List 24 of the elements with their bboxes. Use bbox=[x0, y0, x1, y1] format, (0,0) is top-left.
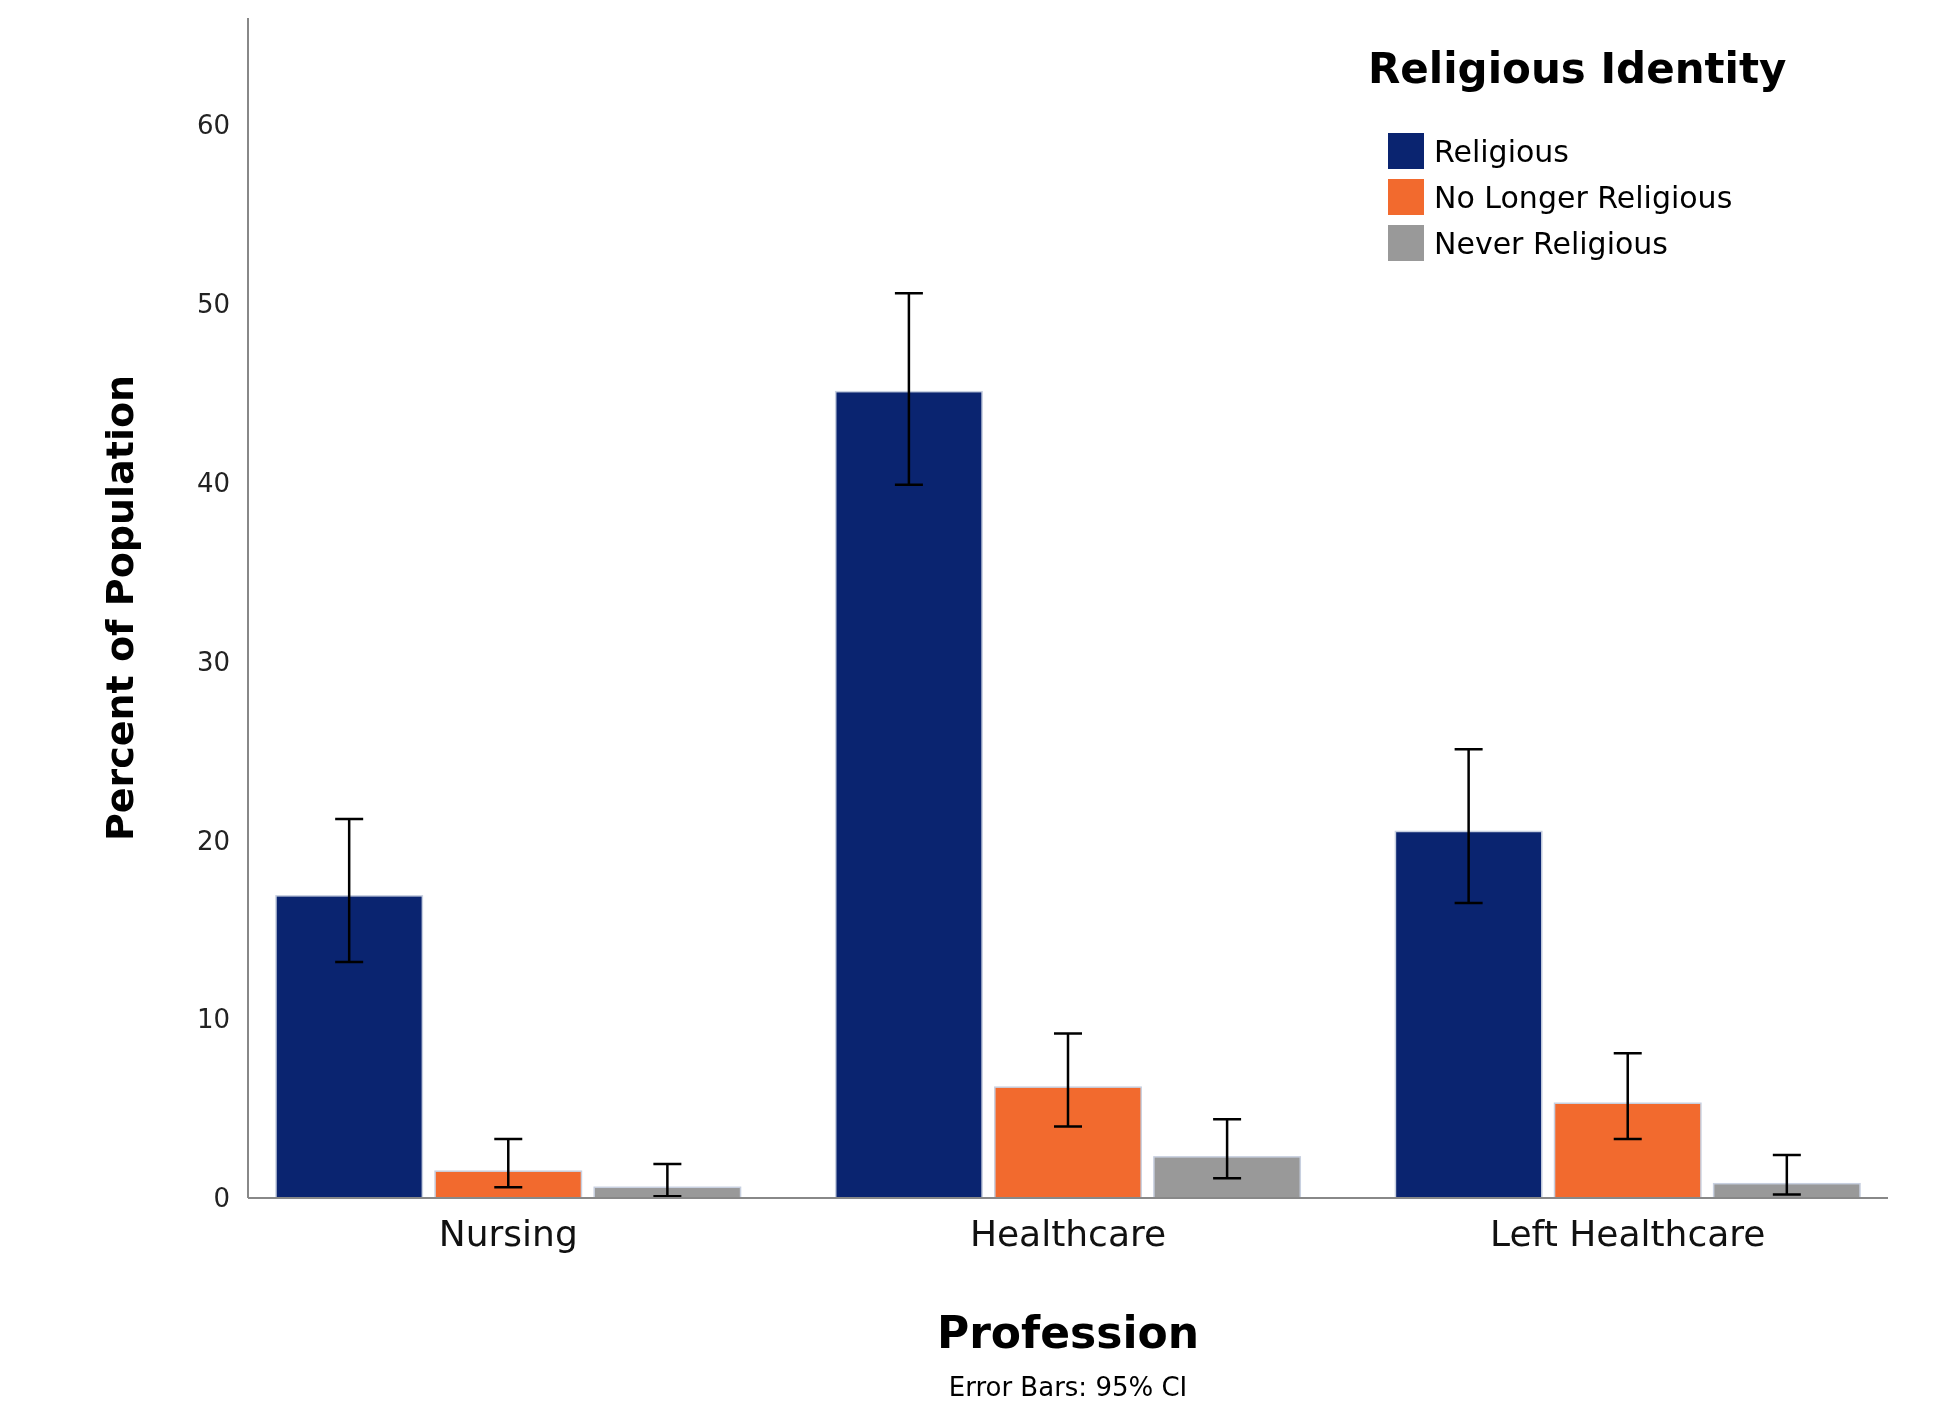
bar bbox=[834, 390, 983, 1199]
bar bbox=[434, 1170, 583, 1199]
y-tick-label: 10 bbox=[196, 1004, 230, 1035]
legend-label: Never Religious bbox=[1434, 225, 1668, 261]
bar bbox=[1153, 1156, 1302, 1199]
y-tick-label: 30 bbox=[196, 646, 230, 677]
legend-label: No Longer Religious bbox=[1434, 179, 1733, 215]
y-tick-label: 0 bbox=[213, 1183, 230, 1214]
legend-title: Religious Identity bbox=[1368, 44, 1787, 93]
y-tick-label: 40 bbox=[196, 467, 230, 498]
y-tick-label: 20 bbox=[196, 825, 230, 856]
legend-label: Religious bbox=[1434, 133, 1569, 169]
y-tick-label: 50 bbox=[196, 289, 230, 320]
bar bbox=[275, 895, 424, 1199]
x-tick-label: Nursing bbox=[438, 1213, 578, 1254]
text: Error Bars: 95% CI bbox=[948, 1372, 1188, 1402]
x-tick-label: Healthcare bbox=[969, 1213, 1167, 1254]
x-axis-title: Profession bbox=[936, 1307, 1200, 1358]
x-tick-label: Left Healthcare bbox=[1490, 1213, 1766, 1254]
bar bbox=[1394, 830, 1543, 1199]
y-axis-title: Percent of Population bbox=[98, 374, 142, 842]
bar bbox=[994, 1086, 1142, 1199]
y-tick-label: 60 bbox=[196, 110, 230, 141]
bar bbox=[1553, 1102, 1702, 1199]
